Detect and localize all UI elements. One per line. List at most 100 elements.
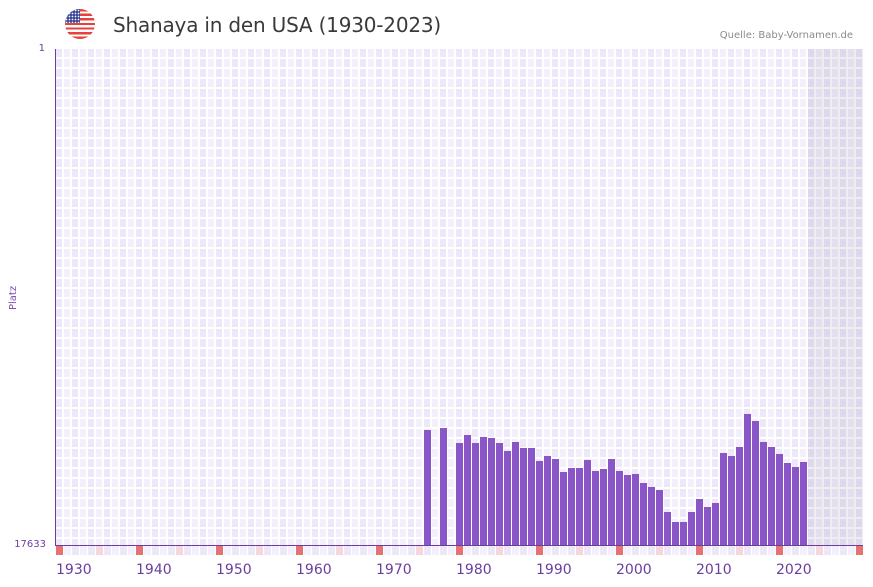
bar-2012[interactable] [712,503,719,545]
bar-2020[interactable] [776,454,783,545]
bar-1990[interactable] [536,461,543,545]
year-marker [400,546,407,555]
year-marker [672,546,679,555]
us-flag-icon [65,9,95,39]
year-marker [544,546,551,555]
bar-2005[interactable] [656,490,663,545]
year-marker [176,546,183,555]
bar-1982[interactable] [472,443,479,545]
future-shaded-region [808,49,863,545]
bar-2017[interactable] [752,421,759,545]
year-marker [736,546,743,555]
year-marker [344,546,351,555]
bar-2021[interactable] [784,463,791,545]
year-marker [264,546,271,555]
year-marker [528,546,535,555]
bar-1988[interactable] [520,448,527,545]
year-marker [448,546,455,555]
year-marker [368,546,375,555]
bar-2016[interactable] [744,414,751,545]
bar-1994[interactable] [568,468,575,545]
year-marker [88,546,95,555]
x-tick-1950: 1950 [216,562,252,578]
bar-2000[interactable] [616,471,623,545]
bar-2019[interactable] [768,447,775,545]
bar-2018[interactable] [760,442,767,545]
year-marker [536,546,543,555]
chart-title: Shanaya in den USA (1930-2023) [113,13,441,37]
year-marker [552,546,559,555]
year-marker [560,546,567,555]
year-marker [520,546,527,555]
year-marker [488,546,495,555]
year-marker [496,546,503,555]
bar-2007[interactable] [672,522,679,545]
year-marker [760,546,767,555]
bar-2010[interactable] [696,499,703,545]
bar-2006[interactable] [664,512,671,545]
year-marker [192,546,199,555]
bar-1986[interactable] [504,451,511,545]
bar-2008[interactable] [680,522,687,545]
bar-1999[interactable] [608,459,615,545]
year-marker [80,546,87,555]
bar-2002[interactable] [632,474,639,545]
year-marker [328,546,335,555]
year-marker [360,546,367,555]
bar-1997[interactable] [592,471,599,545]
year-marker [728,546,735,555]
bar-1992[interactable] [552,459,559,545]
bar-2011[interactable] [704,507,711,545]
year-marker [320,546,327,555]
bar-2015[interactable] [736,447,743,545]
year-marker [104,546,111,555]
bar-1989[interactable] [528,448,535,545]
bar-1991[interactable] [544,456,551,545]
bar-2022[interactable] [792,467,799,545]
bar-1993[interactable] [560,472,567,545]
bar-1978[interactable] [440,428,447,545]
year-marker [408,546,415,555]
bar-2013[interactable] [720,453,727,545]
bar-2004[interactable] [648,487,655,545]
bar-1980[interactable] [456,443,463,545]
bar-1976[interactable] [424,430,431,545]
x-tick-1970: 1970 [376,562,412,578]
year-marker [680,546,687,555]
year-marker [248,546,255,555]
year-marker [352,546,359,555]
x-axis-line [55,545,863,546]
year-marker [784,546,791,555]
bar-1995[interactable] [576,468,583,545]
bar-2001[interactable] [624,475,631,545]
year-marker [376,546,383,555]
year-marker [144,546,151,555]
year-marker [584,546,591,555]
year-marker [616,546,623,555]
year-marker [136,546,143,555]
bar-1981[interactable] [464,435,471,545]
bar-1987[interactable] [512,442,519,545]
year-marker [848,546,855,555]
year-marker [288,546,295,555]
source-label: Quelle: Baby-Vornamen.de [719,30,853,41]
year-marker [792,546,799,555]
year-marker [240,546,247,555]
bar-1996[interactable] [584,460,591,545]
bar-2014[interactable] [728,456,735,545]
year-marker [96,546,103,555]
bar-1998[interactable] [600,469,607,545]
year-marker [480,546,487,555]
bar-2023[interactable] [800,462,807,545]
year-marker [128,546,135,555]
x-tick-1930: 1930 [56,562,92,578]
plot-area [56,49,863,545]
x-tick-2020: 2020 [776,562,812,578]
bar-2009[interactable] [688,512,695,545]
bar-1983[interactable] [480,437,487,545]
bar-2003[interactable] [640,483,647,545]
year-marker [472,546,479,555]
bar-1984[interactable] [488,438,495,545]
decade-marker-row [56,546,863,555]
bar-1985[interactable] [496,443,503,545]
